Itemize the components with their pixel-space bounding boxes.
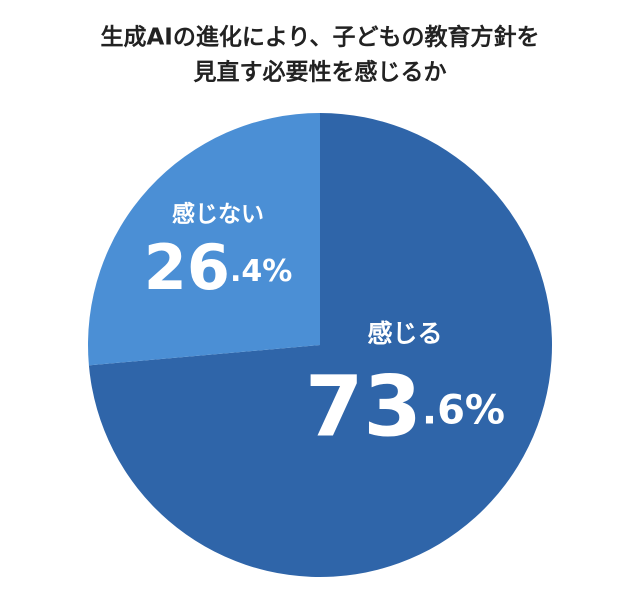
chart-title: 見直す必要性を感じるか [194, 59, 447, 86]
slice-category-label: 感じる [367, 319, 442, 348]
pie-slice [88, 113, 552, 577]
pie-slice [88, 113, 320, 366]
chart-title: 生成AIの進化により、子どもの教育方針を [101, 24, 540, 51]
slice-value-label: 73.6% [305, 357, 505, 455]
slice-value-label: 26.4% [144, 231, 293, 304]
slice-category-label: 感じない [172, 201, 264, 228]
